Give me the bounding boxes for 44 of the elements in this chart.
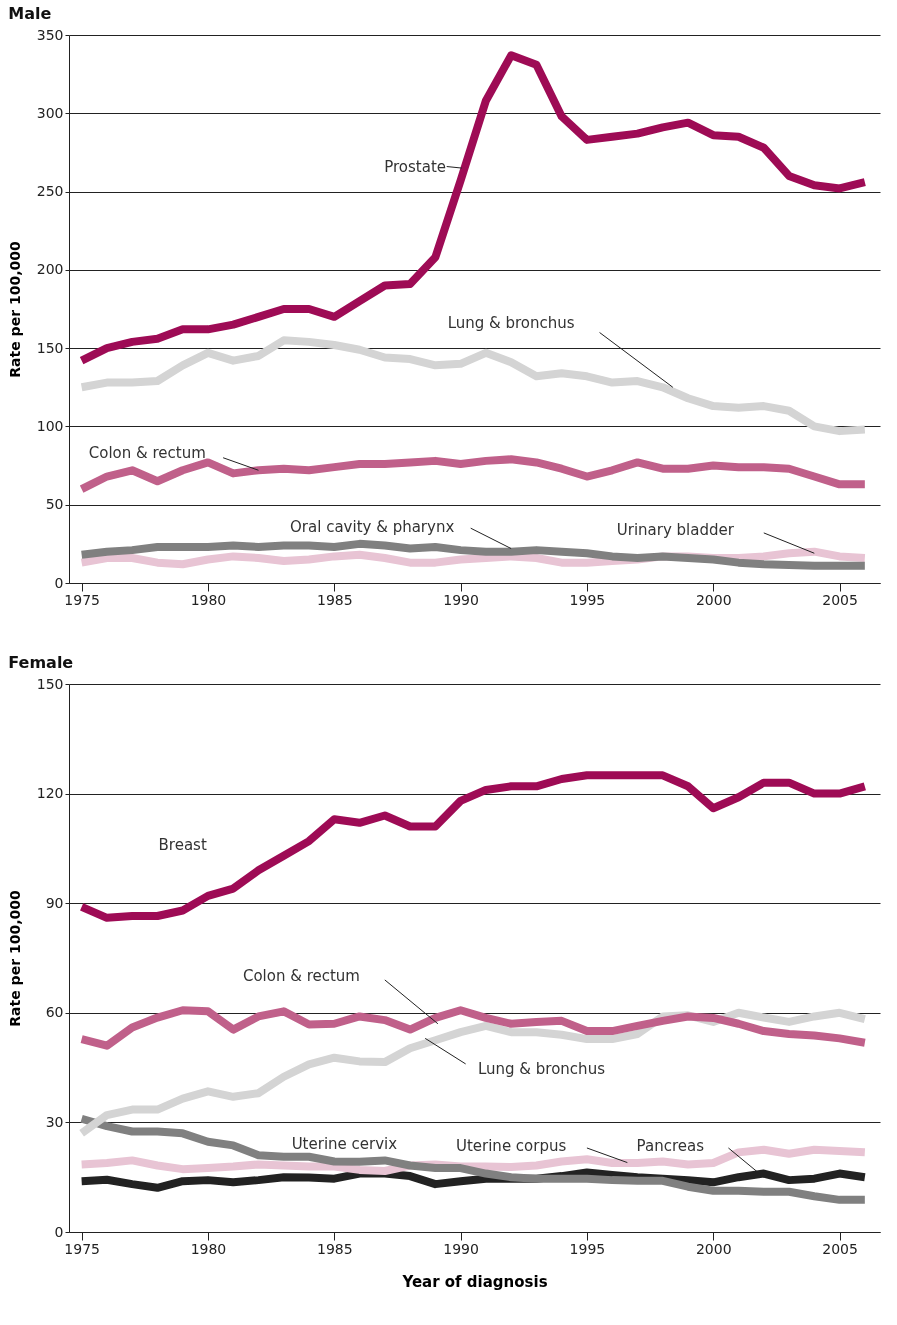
y-tick-label: 350 <box>36 26 64 43</box>
series-label: Prostate <box>384 157 447 176</box>
y-tick-label: 200 <box>36 261 64 278</box>
x-tick-label: 1990 <box>443 591 479 608</box>
x-tick-label: 1980 <box>190 1240 227 1257</box>
y-axis-title: Rate per 100,000 <box>6 241 23 378</box>
x-tick-label: 2000 <box>695 1240 732 1257</box>
x-axis-title: Year of diagnosis <box>401 1272 548 1291</box>
y-tick-label: 150 <box>36 675 64 692</box>
y-tick-label: 150 <box>36 339 64 356</box>
y-tick-label: 60 <box>45 1004 64 1021</box>
x-tick-label: 1995 <box>569 1240 606 1257</box>
x-tick-label: 2005 <box>822 591 858 608</box>
chart-title: Female <box>8 653 74 672</box>
series-label: Oral cavity & pharynx <box>290 517 455 536</box>
series-label: Urinary bladder <box>616 520 735 539</box>
x-tick-label: 1975 <box>64 591 100 608</box>
y-tick-label: 250 <box>36 183 64 200</box>
series-label: Uterine cervix <box>291 1134 398 1153</box>
series-label: Uterine corpus <box>455 1137 567 1156</box>
y-tick-label: 0 <box>54 574 64 591</box>
text: Colon & rectum <box>242 967 360 986</box>
y-axis-title: Rate per 100,000 <box>6 890 23 1027</box>
text: Breast <box>158 835 207 854</box>
series-label: Colon & rectum <box>88 444 206 463</box>
y-tick-label: 100 <box>36 417 64 434</box>
y-tick-label: 300 <box>36 104 64 121</box>
text: Lung & bronchus <box>447 314 575 333</box>
x-tick-label: 1975 <box>64 1240 100 1257</box>
x-tick-label: 1995 <box>569 591 606 608</box>
x-tick-label: 2005 <box>822 1240 858 1257</box>
y-tick-label: 0 <box>54 1223 64 1240</box>
y-tick-label: 50 <box>45 496 64 513</box>
x-tick-label: 1990 <box>443 1240 479 1257</box>
chart-title: Male <box>8 4 52 23</box>
series-label: Lung & bronchus <box>477 1060 606 1079</box>
y-tick-label: 120 <box>36 785 64 802</box>
x-tick-label: 1985 <box>316 1240 353 1257</box>
x-tick-label: 1980 <box>190 591 227 608</box>
x-tick-label: 1985 <box>316 591 353 608</box>
y-tick-label: 30 <box>45 1113 64 1130</box>
legend-label: Pancreas <box>636 1137 705 1156</box>
y-tick-label: 90 <box>45 894 64 911</box>
x-tick-label: 2000 <box>695 591 732 608</box>
